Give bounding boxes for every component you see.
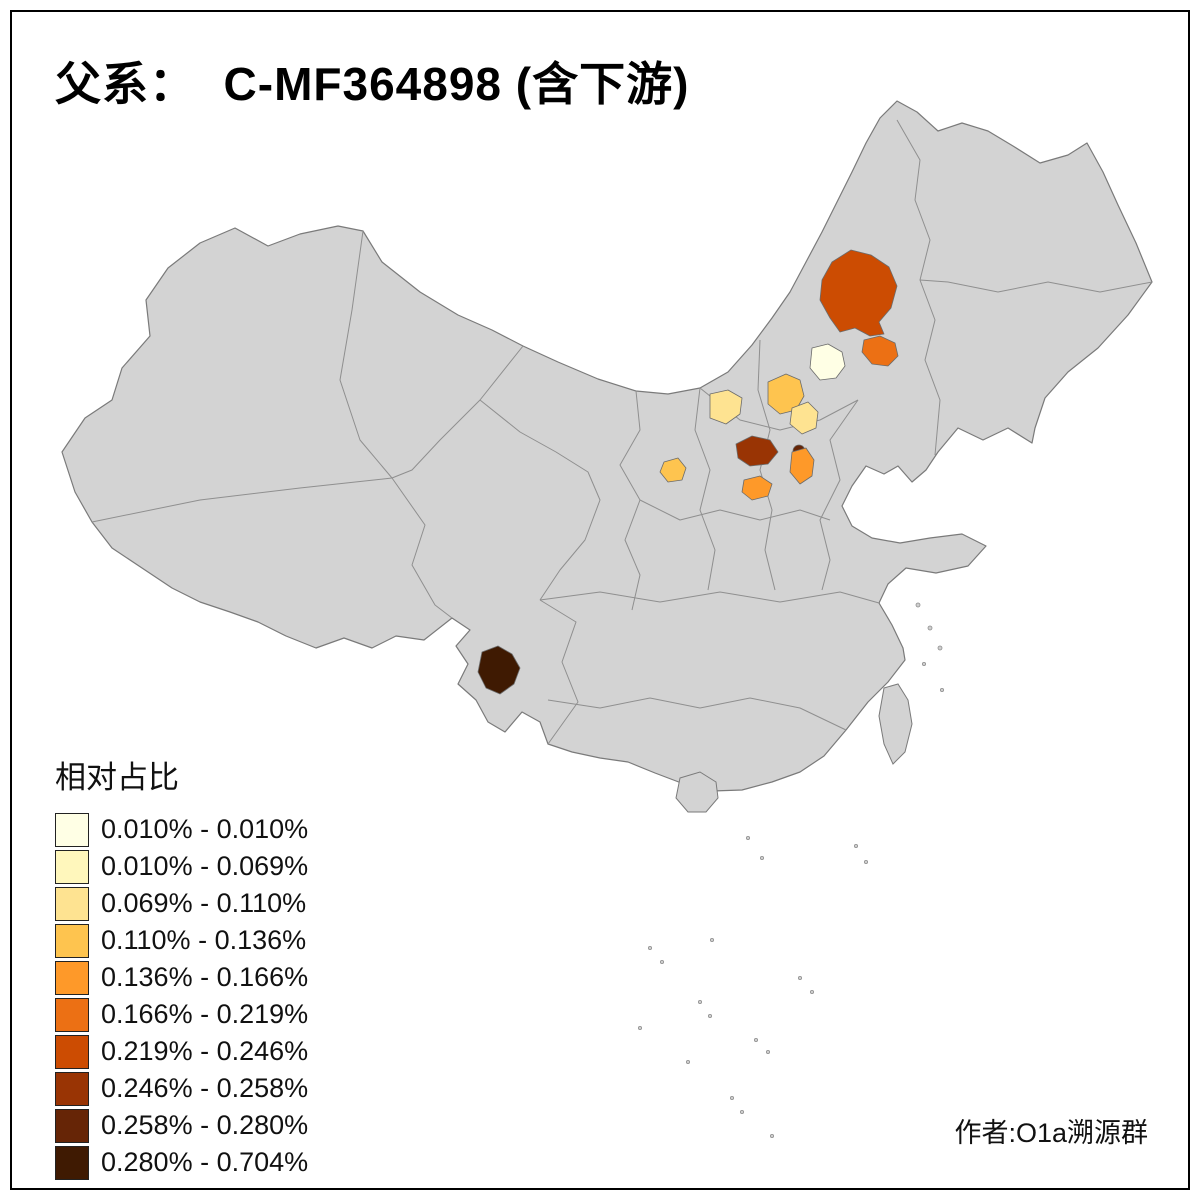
legend-swatch	[55, 923, 89, 958]
legend-swatch	[55, 886, 89, 921]
legend-label: 0.280% - 0.704%	[101, 1147, 309, 1177]
legend-label: 0.010% - 0.069%	[101, 851, 309, 881]
province-borders	[91, 119, 1153, 745]
legend-label: 0.258% - 0.280%	[101, 1110, 309, 1140]
legend-item: 0.258% - 0.280%	[55, 1107, 308, 1144]
legend-label: 0.110% - 0.136%	[101, 925, 307, 955]
region-hebei-yellow	[767, 373, 805, 415]
legend-label: 0.069% - 0.110%	[101, 888, 307, 918]
region-north-pale	[809, 343, 846, 381]
legend-item: 0.219% - 0.246%	[55, 1033, 308, 1070]
legend-swatch	[55, 997, 89, 1032]
legend-label: 0.136% - 0.166%	[101, 962, 309, 992]
legend-swatch	[55, 1034, 89, 1069]
legend-item: 0.246% - 0.258%	[55, 1070, 308, 1107]
author-credit: 作者:O1a溯源群	[954, 1118, 1148, 1148]
region-hebei-pale	[789, 401, 819, 435]
legend-label: 0.166% - 0.219%	[101, 999, 309, 1029]
hainan-island	[675, 771, 719, 813]
taiwan-island	[878, 683, 913, 765]
region-yunnan-darkest	[477, 645, 521, 695]
legend-label: 0.010% - 0.010%	[101, 814, 309, 844]
page-title: 父系： C-MF364898 (含下游)	[55, 58, 690, 110]
legend-item: 0.136% - 0.166%	[55, 959, 308, 996]
legend-label: 0.219% - 0.246%	[101, 1036, 309, 1066]
legend-item: 0.069% - 0.110%	[55, 885, 308, 922]
legend-swatch	[55, 1071, 89, 1106]
legend-label: 0.246% - 0.258%	[101, 1073, 309, 1103]
region-central-dark	[735, 435, 779, 467]
legend-title: 相对占比	[55, 760, 179, 795]
region-south-central-orange	[741, 475, 773, 501]
region-shanxi-pale	[709, 389, 743, 425]
legend-item: 0.280% - 0.704%	[55, 1144, 308, 1181]
china-mainland-shape	[61, 100, 1153, 792]
legend-swatch	[55, 960, 89, 995]
legend: 相对占比 0.010% - 0.010% 0.010% - 0.069% 0.0…	[55, 752, 308, 1181]
region-central-orange	[789, 447, 815, 485]
region-northeast-small	[861, 335, 899, 367]
region-northeast-large	[819, 249, 898, 337]
legend-swatch	[55, 1108, 89, 1143]
legend-item: 0.110% - 0.136%	[55, 922, 308, 959]
colored-prefectures	[477, 249, 899, 695]
legend-swatch	[55, 812, 89, 847]
legend-item: 0.166% - 0.219%	[55, 996, 308, 1033]
legend-item: 0.010% - 0.010%	[55, 811, 308, 848]
region-west-yellow	[659, 457, 687, 483]
small-islands	[638, 602, 945, 1139]
legend-swatch	[55, 849, 89, 884]
legend-item: 0.010% - 0.069%	[55, 848, 308, 885]
legend-swatch	[55, 1145, 89, 1180]
